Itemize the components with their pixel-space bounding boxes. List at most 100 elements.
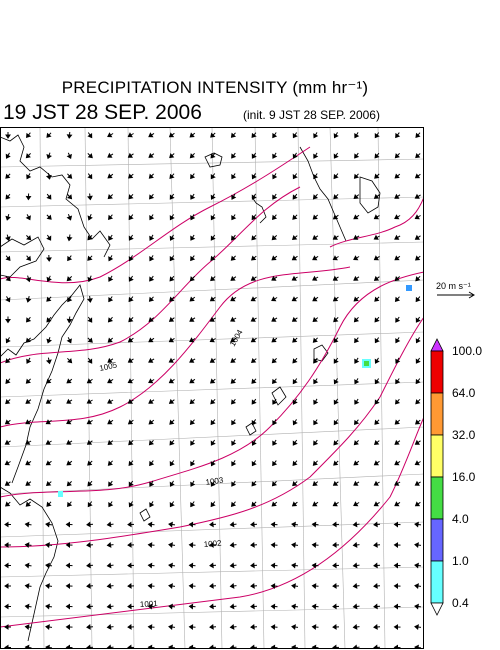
colorbar-segment xyxy=(430,518,444,562)
grid-line xyxy=(84,127,93,649)
wind-vector-head xyxy=(272,132,278,139)
wind-vector-head xyxy=(414,460,420,466)
wind-vector-head xyxy=(127,521,132,528)
wind-vector-head xyxy=(209,521,214,528)
wind-vector-head xyxy=(127,378,133,384)
wind-vector-head xyxy=(127,357,134,363)
grid-line xyxy=(169,127,186,649)
wind-vector-head xyxy=(414,439,421,445)
wind-vector-head xyxy=(128,256,134,262)
wind-vector-head xyxy=(271,481,278,487)
wind-vector-head xyxy=(292,480,298,487)
wind-vector-head xyxy=(333,399,339,405)
wind-vector-head xyxy=(128,194,134,200)
wind-vector-head xyxy=(86,521,91,528)
wind-vector-head xyxy=(292,358,298,364)
wind-vector-head xyxy=(169,276,175,282)
wind-vector-head xyxy=(414,562,419,569)
wind-vector-head xyxy=(149,214,155,221)
wind-vector-head xyxy=(46,296,52,302)
wind-vector-head xyxy=(107,460,113,466)
wind-vector-head xyxy=(46,154,52,160)
wind-vector-head xyxy=(26,317,32,323)
wind-vector-head xyxy=(190,501,196,508)
wind-vector-head xyxy=(231,173,237,180)
wind-vector-head xyxy=(313,153,319,159)
wind-scale-label: 20 m s⁻¹ xyxy=(436,281,471,291)
wind-vector-head xyxy=(24,562,30,569)
wind-vector-head xyxy=(169,296,175,302)
wind-vector-head xyxy=(414,234,421,240)
grid-line xyxy=(127,127,135,649)
island-central-c xyxy=(245,422,257,436)
wind-vector-head xyxy=(86,583,91,589)
wind-vector-head xyxy=(394,439,400,445)
wind-vector-head xyxy=(229,603,235,610)
wind-vector-head xyxy=(312,296,318,302)
isobar-line-1001 xyxy=(0,316,424,548)
wind-vector-head xyxy=(65,521,70,528)
wind-vector-head xyxy=(4,521,9,528)
wind-vector-head xyxy=(86,603,91,610)
wind-vector-head xyxy=(87,317,93,323)
wind-vector-head xyxy=(374,439,380,445)
precip-cell xyxy=(364,361,369,366)
wind-vector-head xyxy=(251,194,257,200)
wind-vector-head xyxy=(230,378,236,384)
wind-vector-head xyxy=(231,214,237,221)
wind-vector-head xyxy=(270,624,276,630)
wind-vector-head xyxy=(353,275,359,281)
wind-vector-head xyxy=(66,236,73,242)
wind-vector-head xyxy=(87,195,93,201)
coastline-south xyxy=(0,486,59,642)
wind-vector-head xyxy=(209,316,215,322)
init-time: (init. 9 JST 28 SEP. 2006) xyxy=(243,108,380,122)
wind-vector-head xyxy=(395,378,401,385)
wind-vector-head xyxy=(251,174,257,180)
wind-vector-head xyxy=(373,562,378,569)
wind-vector-head xyxy=(168,624,173,630)
wind-vector-head xyxy=(373,234,379,240)
wind-vector-head xyxy=(291,624,296,630)
wind-vector-head xyxy=(414,173,421,179)
wind-vector-head xyxy=(46,214,52,220)
wind-vector-head xyxy=(45,624,50,630)
wind-vector-head xyxy=(106,603,112,610)
wind-vector-head xyxy=(4,480,11,486)
wind-vector-head xyxy=(313,378,319,385)
wind-vector-head xyxy=(312,316,318,322)
grid-line xyxy=(297,127,306,649)
wind-vector-head xyxy=(271,501,277,507)
colorbar-label: 16.0 xyxy=(452,470,476,484)
wind-vector-head xyxy=(190,461,196,467)
island-south-a xyxy=(139,508,151,522)
wind-vector-head xyxy=(169,440,175,446)
wind-vector-head xyxy=(292,337,298,343)
wind-vector-head xyxy=(209,357,216,363)
wind-vector-head xyxy=(4,624,9,630)
wind-vector-head xyxy=(353,193,359,199)
wind-vector-head xyxy=(108,501,114,508)
wind-vector-head xyxy=(106,583,112,589)
wind-vector-head xyxy=(312,501,318,507)
wind-vector-head xyxy=(188,562,194,569)
wind-vector-head xyxy=(149,460,155,467)
wind-vector-head xyxy=(5,153,11,159)
wind-vector-head xyxy=(415,132,421,138)
wind-vector-head xyxy=(353,296,359,302)
wind-vector-head xyxy=(373,583,378,589)
colorbar-segment xyxy=(430,560,444,604)
wind-vector-head xyxy=(65,603,70,610)
wind-vector-head xyxy=(394,480,400,486)
wind-vector-head xyxy=(209,562,214,569)
wind-vector-head xyxy=(352,521,358,528)
wind-vector-head xyxy=(66,378,72,384)
wind-vector-head xyxy=(210,132,216,138)
wind-vector-head xyxy=(393,603,398,610)
wind-vector-head xyxy=(147,583,153,589)
wind-vector-head xyxy=(128,502,134,508)
wind-vector-head xyxy=(272,378,278,385)
wind-vector-head xyxy=(414,501,421,507)
wind-vector-head xyxy=(332,296,339,302)
wind-vector-head xyxy=(394,460,400,466)
